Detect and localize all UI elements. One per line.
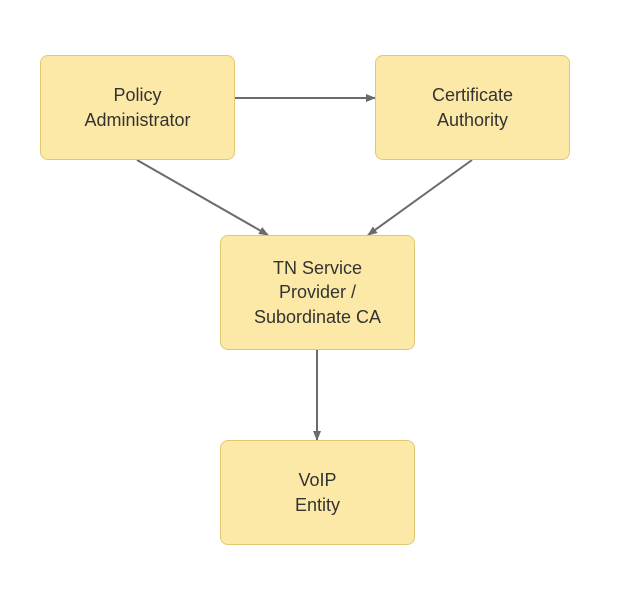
node-label: VoIP Entity — [295, 468, 340, 517]
node-certificate-authority: Certificate Authority — [375, 55, 570, 160]
node-label-line: Authority — [432, 108, 513, 132]
node-label: Policy Administrator — [84, 83, 190, 132]
node-label-line: TN Service — [254, 256, 381, 280]
node-label: TN Service Provider / Subordinate CA — [254, 256, 381, 329]
node-label-line: Subordinate CA — [254, 305, 381, 329]
edge-arrow — [137, 160, 268, 235]
node-voip-entity: VoIP Entity — [220, 440, 415, 545]
node-policy-administrator: Policy Administrator — [40, 55, 235, 160]
node-label-line: Provider / — [254, 280, 381, 304]
node-tn-service-provider: TN Service Provider / Subordinate CA — [220, 235, 415, 350]
node-label-line: Certificate — [432, 83, 513, 107]
edge-arrow — [368, 160, 472, 235]
node-label-line: Entity — [295, 493, 340, 517]
node-label: Certificate Authority — [432, 83, 513, 132]
node-label-line: VoIP — [295, 468, 340, 492]
node-label-line: Policy — [84, 83, 190, 107]
node-label-line: Administrator — [84, 108, 190, 132]
